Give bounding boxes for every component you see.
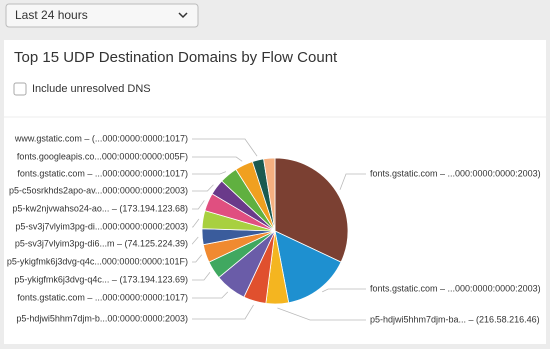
leader-line: [322, 288, 366, 293]
leader-line: [192, 171, 227, 175]
slice-label: www.gstatic.com – (...000:0000:0000:1017…: [14, 133, 188, 143]
slice-label: fonts.gstatic.com – ...000:0000:0000:101…: [17, 292, 188, 302]
slice-label: fonts.googleapis.co...000:0000:0000:005F…: [17, 151, 188, 161]
slice-label: fonts.gstatic.com – ...000:0000:0000:200…: [370, 168, 541, 178]
slice-label: p5-sv3j7vlyim3pg-di6...m – (74.125.224.3…: [15, 238, 188, 248]
pie-slice: [263, 157, 276, 232]
slice-label: p5-sv3j7vlyim3pg-di...000:0000:0000:2003…: [15, 221, 188, 231]
slice-label: p5-ykigfmk6j3dvg-q4c...000:0000:0000:101…: [7, 256, 188, 266]
slice-label: p5-hdjwi5hhm7djm-ba... – (216.58.216.46): [370, 314, 540, 324]
checkbox[interactable]: [13, 82, 27, 96]
leader-line: [192, 200, 205, 210]
dropdown-box[interactable]: [5, 3, 199, 28]
slice-label: p5-ykigfmk6j3dvg-q4c... – (173.194.123.6…: [14, 274, 188, 284]
slice-label: p5-c5osrkhds2apo-av...000:0000:0000:2003…: [9, 185, 188, 195]
leader-line: [192, 184, 214, 192]
leader-line: [192, 304, 254, 320]
checkbox-label[interactable]: Include unresolved DNS: [32, 83, 151, 95]
slice-label: fonts.gstatic.com – ...000:0000:0000:200…: [370, 283, 541, 293]
leader-line: [192, 218, 200, 228]
leader-line: [192, 138, 258, 157]
slice-label: p5-kw2njvwahso24-ao... – (173.194.123.68…: [12, 203, 188, 213]
leader-line: [277, 307, 366, 321]
slice-label: fonts.gstatic.com – ...000:0000:0000:101…: [17, 168, 188, 178]
chart-title: Top 15 UDP Destination Domains by Flow C…: [14, 49, 338, 66]
slice-label: p5-hdjwi5hhm7djm-b...00:0000:0000:2003): [16, 313, 188, 323]
leader-line: [191, 236, 199, 245]
leader-line: [192, 291, 229, 299]
leader-line: [339, 173, 366, 190]
chevron: [178, 12, 188, 19]
pie-slice: [274, 230, 342, 304]
leader-line: [192, 272, 211, 281]
pie-chart: fonts.gstatic.com – ...000:0000:0000:200…: [7, 133, 541, 324]
leader-line: [192, 254, 203, 263]
dropdown-label[interactable]: Last 24 hours: [15, 8, 88, 22]
time-dropdown[interactable]: Last 24 hours: [5, 3, 199, 28]
leader-line: [192, 156, 243, 162]
pie-slice: [274, 157, 349, 263]
